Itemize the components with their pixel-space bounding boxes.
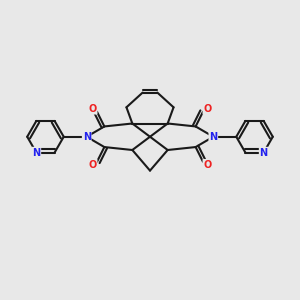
Text: O: O: [203, 104, 211, 114]
Text: O: O: [88, 160, 97, 170]
Text: N: N: [260, 148, 268, 158]
Text: N: N: [82, 132, 91, 142]
Text: N: N: [32, 148, 40, 158]
Text: O: O: [88, 104, 97, 114]
Text: N: N: [209, 132, 218, 142]
Text: O: O: [203, 160, 211, 170]
